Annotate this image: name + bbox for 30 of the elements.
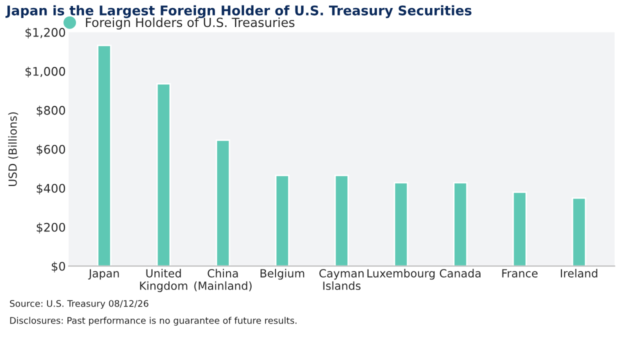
x-tick-label: China (Mainland): [194, 268, 252, 292]
bar: [572, 197, 586, 266]
y-tick-label: $1,000: [26, 66, 66, 78]
bar: [216, 140, 230, 266]
y-tick-label: $800: [36, 106, 66, 116]
y-tick-label: $1,200: [26, 28, 66, 38]
bar: [394, 182, 408, 266]
x-tick-label: Ireland: [560, 268, 598, 278]
x-tick-label: Belgium: [260, 268, 304, 280]
y-tick-label: $200: [36, 222, 66, 234]
source-note: Source: U.S. Treasury 08/12/26: [10, 300, 148, 309]
chart-title: Japan is the Largest Foreign Holder of U.S. Treasury Securities: [6, 5, 472, 18]
bar: [97, 44, 112, 266]
x-tick-label: Luxembourg: [367, 268, 435, 280]
text: Disclosures: Past performance is no guarantee of future results.: [10, 316, 296, 326]
bar: [275, 174, 290, 266]
y-tick-label: $600: [36, 144, 66, 156]
y-tick-label: $0: [52, 262, 66, 272]
y-tick-label: $400: [36, 184, 66, 194]
bar: [156, 83, 171, 266]
x-tick-label: France: [502, 269, 538, 278]
legend-label: Foreign Holders of U.S. Treasuries: [86, 17, 294, 30]
bar: [453, 182, 468, 266]
x-tick-label: Cayman Islands: [319, 269, 364, 290]
y-axis-title: USD (Billions): [8, 112, 18, 186]
x-tick-label: Japan: [88, 269, 119, 280]
bar: [334, 174, 349, 266]
x-tick-label: Canada: [440, 268, 480, 278]
bar: [512, 192, 527, 266]
x-tick-label: United Kingdom: [140, 268, 188, 292]
